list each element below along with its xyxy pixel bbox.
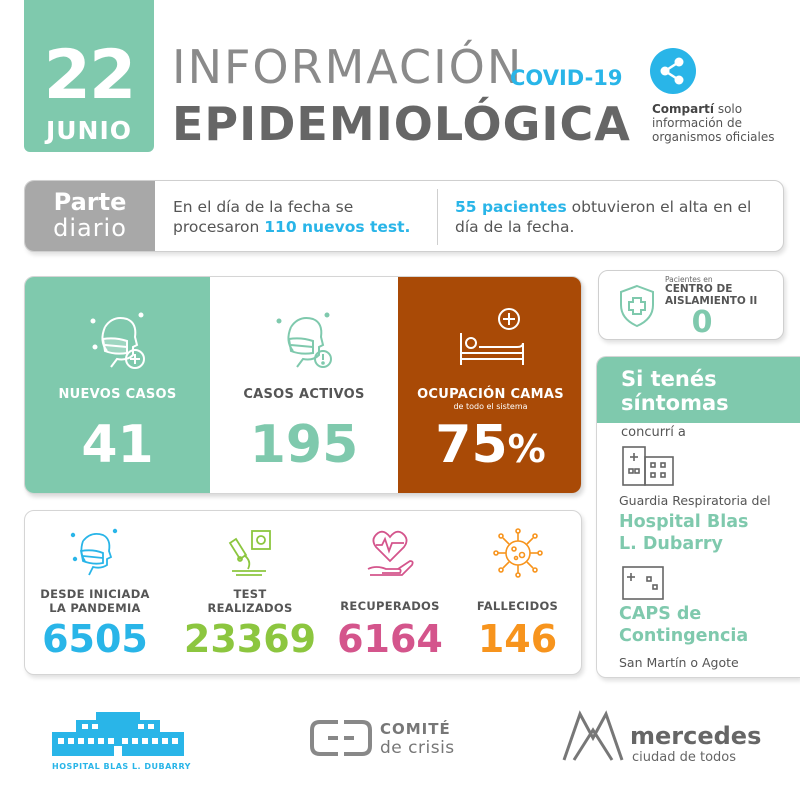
sintomas-direccion: San Martín o Agote xyxy=(619,655,739,670)
totals-panel: DESDE INICIADA LA PANDEMIA 6505 TEST REALI… xyxy=(24,510,582,675)
total-pandemia-label-2: LA PANDEMIA xyxy=(49,601,141,615)
parte-altas-b: obtuvieron el alta en el día de la fecha… xyxy=(455,198,752,236)
share-notice: Compartí solo información de organismos … xyxy=(652,102,792,144)
parte-altas-text: 55 pacientes obtuvieron el alta en el dí… xyxy=(455,197,775,237)
aislamiento-title-2: AISLAMIENTO II xyxy=(665,295,758,307)
parte-diario-panel: Parte diario En el día de la fecha se pr… xyxy=(24,180,784,252)
stat-camas-unit: % xyxy=(507,427,546,471)
total-fallecidos: FALLECIDOS 146 xyxy=(455,511,580,674)
heart-hand-icon xyxy=(362,525,418,585)
parte-diario-label: Parte diario xyxy=(25,181,155,251)
sintomas-guardia: Guardia Respiratoria del xyxy=(619,493,771,508)
aislamiento-title-1: CENTRO DE xyxy=(665,283,733,295)
hospital-building-icon xyxy=(621,443,675,491)
total-test-label-2: REALIZADOS xyxy=(207,601,293,615)
microscope-icon xyxy=(222,525,278,585)
sintomas-heading-2: síntomas xyxy=(621,391,729,415)
stat-activos-label: CASOS ACTIVOS xyxy=(243,387,365,402)
stats-panel: NUEVOS CASOS 41 CASOS ACTIVOS 195 xyxy=(24,276,582,494)
share-icon[interactable] xyxy=(650,48,696,94)
shield-plus-icon xyxy=(617,283,657,333)
sintomas-heading: Si tenés síntomas xyxy=(597,357,800,423)
masked-face-plus-icon xyxy=(83,307,153,381)
mercedes-logo-text-1: mercedes xyxy=(630,722,762,750)
parte-altas-highlight: 55 pacientes xyxy=(455,198,567,216)
comite-logo-text-2: de crisis xyxy=(380,738,455,758)
date-day: 22 xyxy=(43,36,137,115)
stat-camas-label: OCUPACIÓN CAMAS xyxy=(417,387,564,402)
total-pandemia-label-1: DESDE INICIADA xyxy=(40,587,150,601)
masked-face-icon xyxy=(67,525,123,585)
caps-building-icon xyxy=(621,563,665,605)
hospital-logo-label: HOSPITAL BLAS L. DUBARRY xyxy=(52,762,191,771)
sintomas-hospital: Hospital Blas L. Dubarry xyxy=(619,511,799,555)
stat-activos-value: 195 xyxy=(249,415,359,475)
title-covid-tag: COVID-19 xyxy=(510,66,623,90)
sintomas-caps-1: CAPS de xyxy=(619,604,702,624)
sintomas-caps: CAPS de Contingencia xyxy=(619,603,799,647)
total-pandemia-value: 6505 xyxy=(42,617,148,661)
stat-camas-value-wrap: 75% xyxy=(398,415,581,479)
hospital-bed-icon xyxy=(451,303,531,371)
parte-label-line1: Parte xyxy=(53,188,127,216)
total-fallecidos-value: 146 xyxy=(477,617,558,661)
aislamiento-title: CENTRO DE AISLAMIENTO II xyxy=(665,283,757,307)
aislamiento-panel: Pacientes en CENTRO DE AISLAMIENTO II 0 xyxy=(598,270,784,340)
comite-logo-icon xyxy=(308,718,374,762)
total-test-label: TEST REALIZADOS xyxy=(175,587,325,615)
date-badge: 22 JUNIO xyxy=(24,0,154,152)
share-rest: solo información de organismos oficiales xyxy=(652,102,775,144)
share-bold: Compartí xyxy=(652,102,715,116)
total-test-label-1: TEST xyxy=(233,587,267,601)
aislamiento-value: 0 xyxy=(691,305,713,340)
stat-casos-activos: CASOS ACTIVOS 195 xyxy=(210,277,398,493)
stat-nuevos-value: 41 xyxy=(81,415,154,475)
sintomas-hospital-1: Hospital Blas xyxy=(619,512,749,532)
stat-camas-value: 75 xyxy=(435,415,508,475)
stat-nuevos-casos: NUEVOS CASOS 41 xyxy=(25,277,210,493)
total-fallecidos-label: FALLECIDOS xyxy=(476,599,559,613)
stat-nuevos-label: NUEVOS CASOS xyxy=(58,387,177,402)
parte-tests-a: En el día de la fecha se procesaron xyxy=(173,198,354,236)
stat-camas-sublabel: de todo el sistema xyxy=(453,402,528,411)
hospital-logo-icon xyxy=(52,710,184,762)
total-recuperados-value: 6164 xyxy=(337,617,443,661)
title-informacion: INFORMACIÓN xyxy=(172,40,524,94)
title-epidemiologica: EPIDEMIOLÓGICA xyxy=(172,97,631,151)
parte-label-line2: diario xyxy=(53,214,127,242)
total-test-value: 23369 xyxy=(183,617,317,661)
aislamiento-small: Pacientes en xyxy=(665,275,713,284)
sintomas-caps-2: Contingencia xyxy=(619,626,749,646)
total-pandemia: DESDE INICIADA LA PANDEMIA 6505 xyxy=(25,511,165,674)
total-test: TEST REALIZADOS 23369 xyxy=(175,511,325,674)
virus-icon xyxy=(490,525,546,585)
parte-tests-text: En el día de la fecha se procesaron 110 … xyxy=(173,197,443,237)
stat-ocupacion-camas: OCUPACIÓN CAMAS de todo el sistema 75% xyxy=(398,277,581,493)
total-recuperados-label: RECUPERADOS xyxy=(340,599,440,613)
sintomas-panel: Si tenés síntomas concurrí a Guardia Resp… xyxy=(596,356,800,678)
comite-logo-text-1: COMITÉ xyxy=(380,720,451,738)
date-month: JUNIO xyxy=(45,116,133,145)
total-pandemia-label: DESDE INICIADA LA PANDEMIA xyxy=(25,587,165,615)
parte-divider xyxy=(437,189,438,245)
mercedes-logo-text-2: ciudad de todos xyxy=(632,750,737,765)
parte-tests-highlight: 110 nuevos test. xyxy=(264,218,411,236)
sintomas-hospital-2: L. Dubarry xyxy=(619,534,723,554)
sintomas-concurri: concurrí a xyxy=(621,425,686,440)
masked-face-alert-icon xyxy=(269,307,339,381)
sintomas-heading-1: Si tenés xyxy=(621,367,717,391)
total-recuperados: RECUPERADOS 6164 xyxy=(325,511,455,674)
mercedes-logo-icon xyxy=(560,708,626,768)
